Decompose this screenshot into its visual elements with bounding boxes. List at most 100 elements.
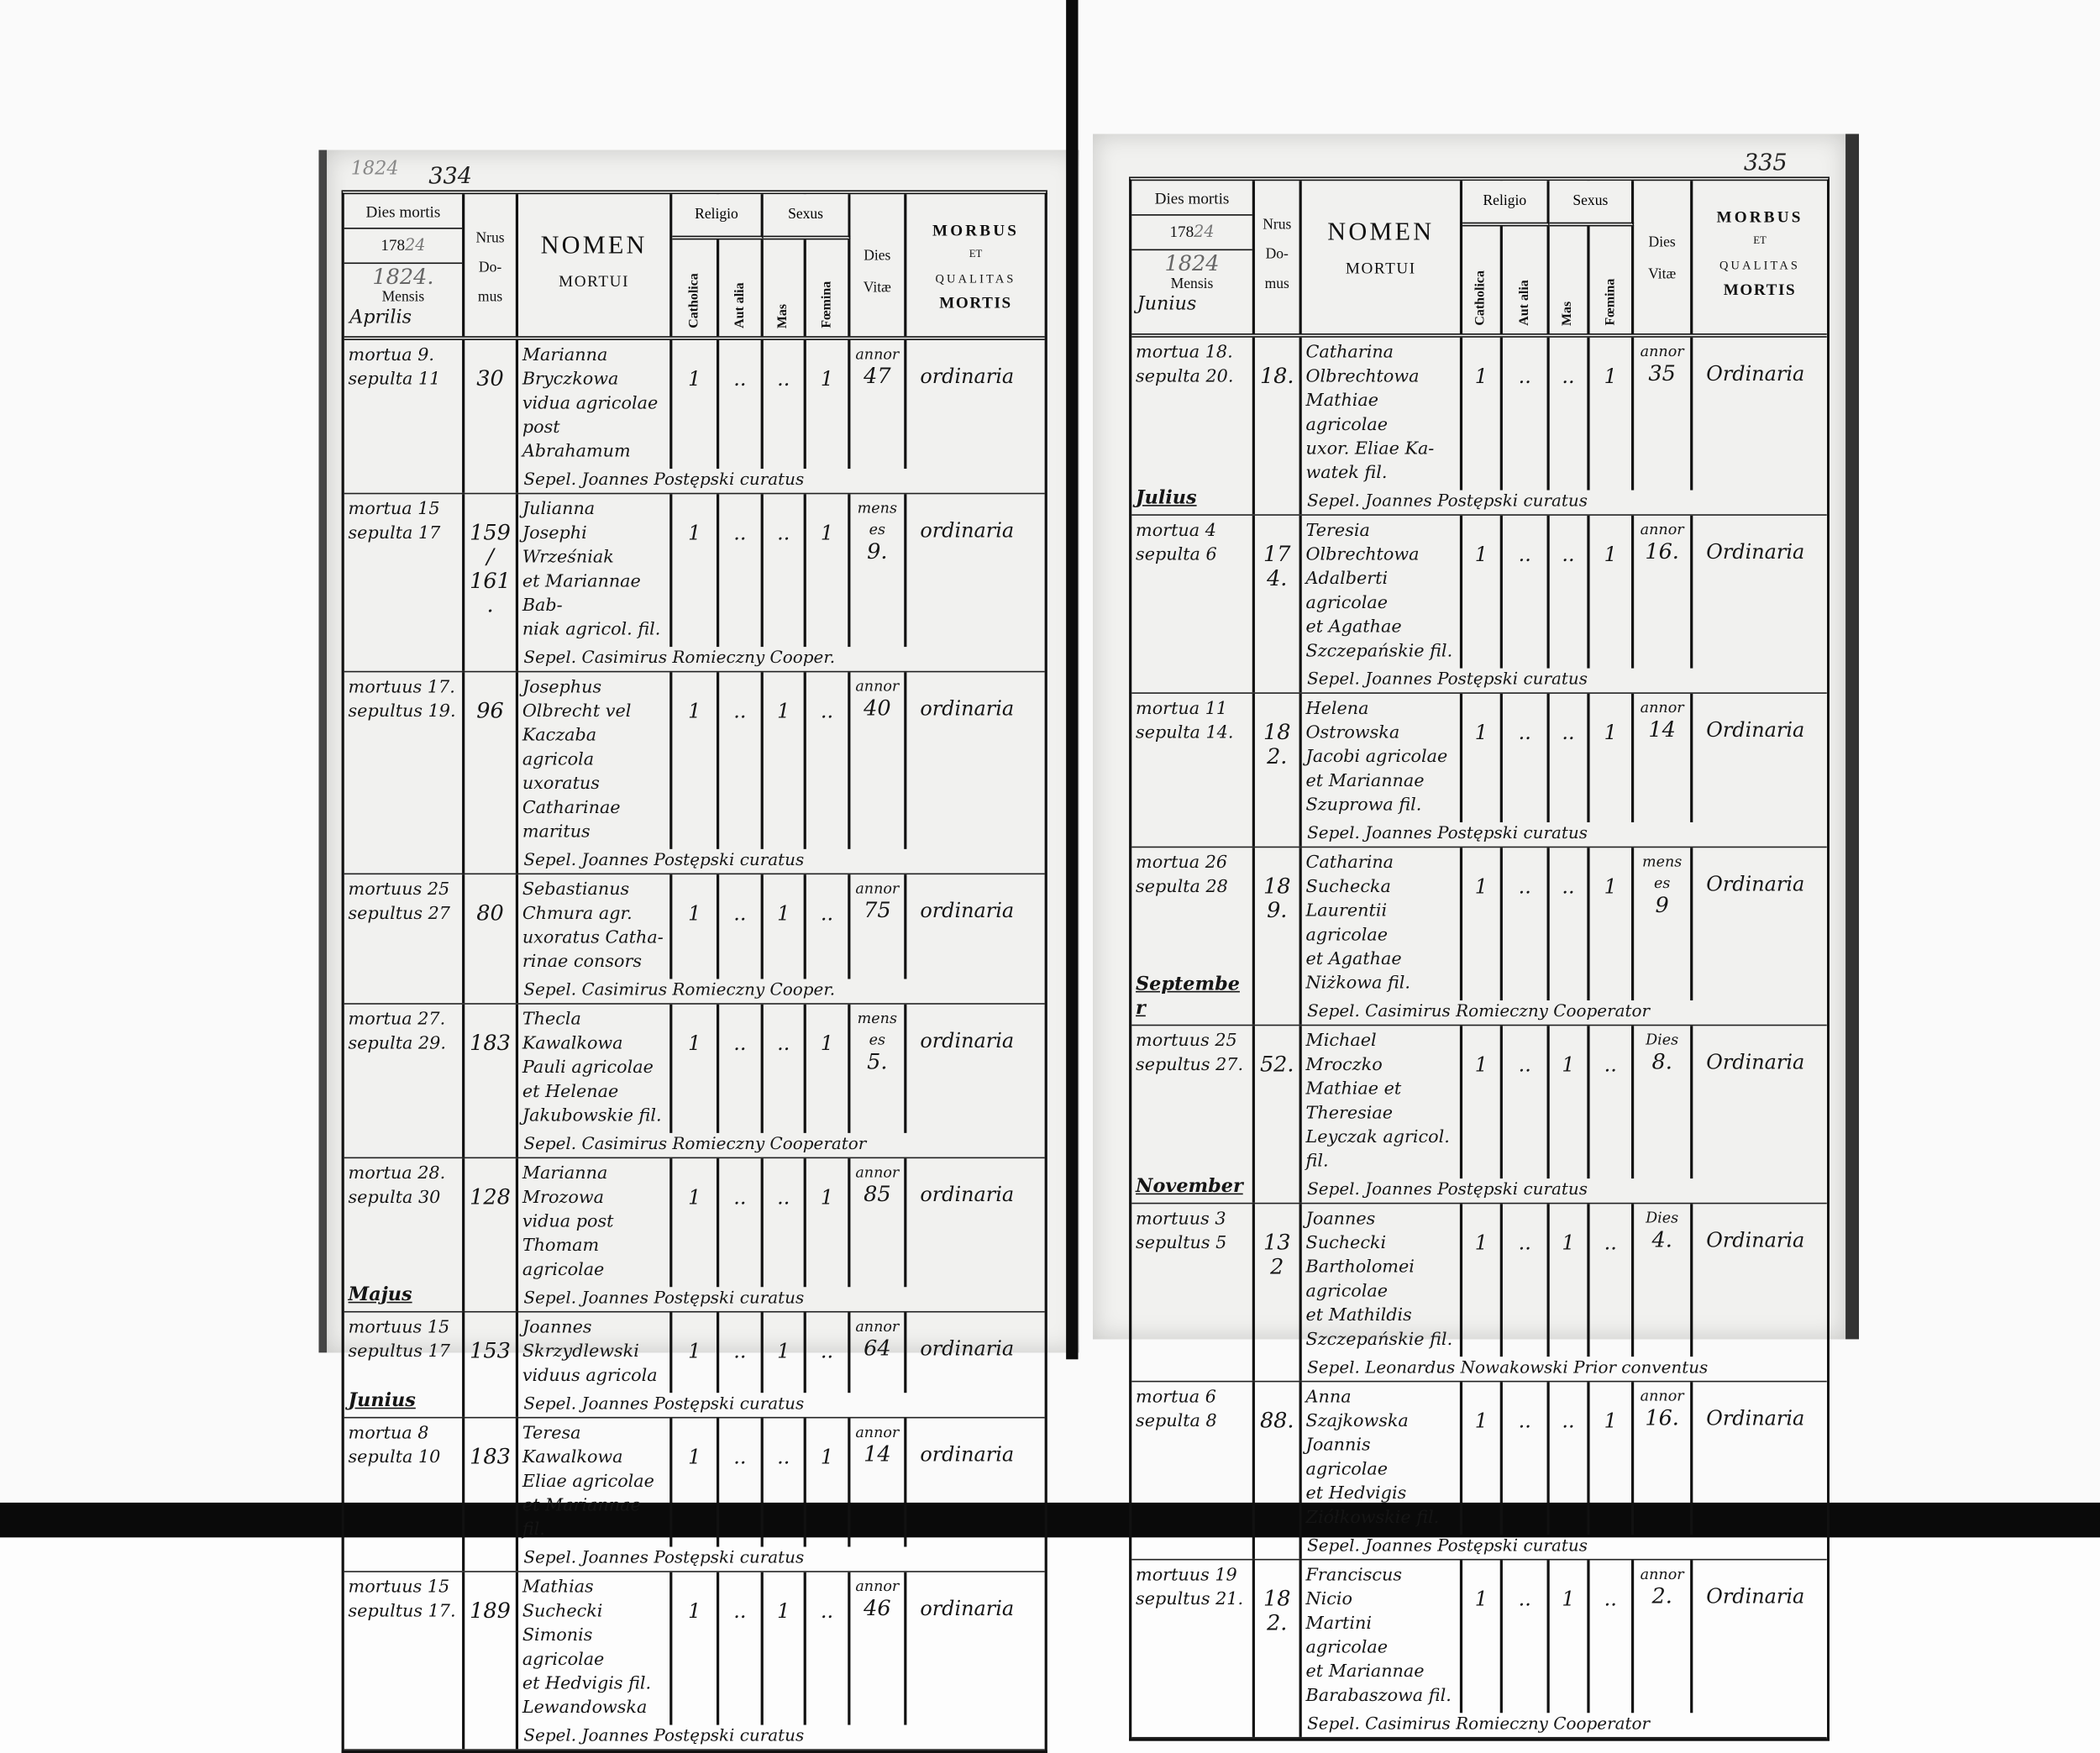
- header-dies-vitae: Dies Vitæ: [1634, 181, 1693, 334]
- date-line: sepulta 8: [1136, 1411, 1217, 1432]
- morbus-cell: Ordinaria: [1693, 848, 1826, 1000]
- foemina-mark: 1: [1604, 874, 1617, 899]
- date-line: mortua 11: [1136, 699, 1228, 720]
- register-table-right: Dies mortis 17824 1824 Mensis Junius Nrus Do-m…: [1129, 176, 1830, 1741]
- house-number-cell: 96: [465, 672, 519, 874]
- month-value: Junius: [1137, 293, 1197, 315]
- foemina-cell: ..: [1590, 1560, 1635, 1714]
- date-cell: mortua 18. sepulta 20. Julius: [1131, 337, 1255, 515]
- age-value: 14: [864, 1441, 891, 1467]
- morbus-value: ordinaria: [920, 1442, 1015, 1467]
- foemina-cell: ..: [1590, 1204, 1635, 1357]
- date-line: sepultus 17.: [348, 1601, 456, 1622]
- table-row: mortua 27. sepulta 29. 183 Thecla Kawalkowa P…: [344, 1004, 1045, 1159]
- nrus-label: Nrus: [475, 230, 505, 247]
- foemina-mark: 1: [1604, 720, 1617, 745]
- burial-signature: Sepel. Joannes Postępski curatus: [523, 1393, 805, 1414]
- age-cell: annor 14: [850, 1418, 907, 1547]
- name-line: et Agathae: [1305, 949, 1402, 970]
- foemina-mark: ..: [1604, 1587, 1617, 1612]
- date-line: mortua 8: [348, 1423, 429, 1444]
- year-suffix: 24: [405, 235, 426, 255]
- age-cell: annor 85: [850, 1158, 907, 1288]
- name-line: Barabaszowa fil.: [1305, 1686, 1452, 1707]
- house-number: 18.: [1259, 363, 1294, 389]
- catholica-label: Catholica: [1473, 270, 1488, 326]
- name-line: Szajkowska: [1305, 1411, 1409, 1432]
- foemina-mark: ..: [820, 699, 834, 723]
- age-unit: annor: [1640, 521, 1684, 538]
- age-value: 8.: [1651, 1048, 1672, 1074]
- age-unit: annor: [855, 1317, 900, 1336]
- name-line: Martini agricolae: [1305, 1614, 1389, 1658]
- book-spine: [1066, 0, 1079, 1360]
- morbus-cell: Ordinaria: [1693, 1026, 1826, 1178]
- table-header: Dies mortis 17824 1824 Mensis Junius Nrus Do-m…: [1131, 181, 1827, 338]
- foemina-mark: 1: [1604, 1409, 1617, 1434]
- date-cell: mortua 6 sepulta 8: [1131, 1382, 1255, 1559]
- name-line: Marianna: [522, 345, 608, 366]
- aut_alia-mark: ..: [733, 366, 747, 391]
- name-line: Suchecki: [522, 1601, 603, 1622]
- foemina-mark: ..: [1604, 1231, 1617, 1255]
- burial-signature: Sepel. Casimirus Romieczny Cooper.: [523, 647, 836, 668]
- catholica-cell: 1: [1462, 1382, 1503, 1535]
- name-line: agricola uxoratus: [522, 749, 600, 795]
- name-line: Jakubowskie fil.: [522, 1105, 662, 1126]
- header-morbus: MORBUS ET QUALITAS MORTIS: [1693, 181, 1826, 333]
- catholica-label: Catholica: [686, 273, 701, 328]
- catholica-cell: 1: [672, 1312, 720, 1393]
- nomen-label: NOMEN: [1327, 218, 1435, 247]
- dies-label: Dies: [1648, 234, 1676, 251]
- house-number: 174.: [1263, 541, 1291, 591]
- name-cell: Teresa Kawalkowa Eliae agricolae et Mariann…: [518, 1418, 673, 1547]
- aut-alia-cell: ..: [719, 1572, 764, 1725]
- aut_alia-mark: ..: [1518, 720, 1531, 745]
- age-value: 16.: [1645, 1404, 1679, 1430]
- name-line: Pauli agricolae: [522, 1058, 654, 1079]
- foemina-label: Fœmina: [1602, 278, 1618, 326]
- name-line: Sebastianus: [522, 879, 630, 900]
- domus-label-1: Do-: [1265, 246, 1289, 263]
- house-number-cell: 189.: [1255, 848, 1302, 1025]
- date-line: sepulta 6: [1136, 544, 1217, 565]
- age-value: 75: [864, 897, 891, 923]
- sexus-label: Sexus: [763, 194, 851, 240]
- name-line: et Mariannae: [1305, 771, 1425, 792]
- name-line: uxoratus Catha-: [522, 927, 664, 948]
- aut-alia-cell: ..: [719, 874, 764, 979]
- scan-border: [0, 1502, 2100, 1538]
- catholica-mark: 1: [688, 366, 701, 391]
- name-cell: Mathias Suchecki Simonis agricolae et Hedvi…: [518, 1572, 673, 1725]
- name-line: Olbrechtowa: [1305, 544, 1420, 565]
- month-heading: Majus: [348, 1284, 412, 1306]
- mas-cell: ..: [1550, 693, 1590, 822]
- name-line: niak agricol. fil.: [522, 620, 661, 641]
- name-cell: Helena Ostrowska Jacobi agricolae et Marian…: [1302, 693, 1463, 822]
- aut_alia-mark: ..: [733, 521, 747, 545]
- table-row: mortua 26 sepulta 28 September 189. Catharin…: [1131, 848, 1827, 1026]
- table-header: Dies mortis 17824 1824. Mensis Aprilis Nrus Do…: [344, 194, 1045, 340]
- date-line: sepultus 21.: [1136, 1589, 1244, 1610]
- morbus-cell: ordinaria: [906, 672, 1044, 848]
- name-cell: Catharina Olbrechtowa Mathiae agricolae uxo…: [1302, 337, 1463, 491]
- date-cell: mortuus 25 sepultus 27: [344, 874, 465, 1004]
- age-unit: annor: [1640, 1387, 1684, 1405]
- mas-mark: ..: [1562, 542, 1575, 567]
- morbus-cell: ordinaria: [906, 340, 1044, 469]
- catholica-cell: 1: [1462, 1026, 1503, 1179]
- mas-mark: ..: [1562, 1409, 1575, 1434]
- house-number: 52.: [1259, 1051, 1294, 1077]
- mortis-label: MORTIS: [939, 293, 1012, 312]
- age-value: 14: [1648, 716, 1676, 743]
- house-number: 189: [470, 1598, 511, 1624]
- date-cell: mortua 26 sepulta 28 September: [1131, 848, 1255, 1025]
- name-line: Mrozowa: [522, 1188, 604, 1209]
- age-cell: menses 9: [1634, 848, 1693, 1001]
- aut-alia-cell: ..: [719, 1418, 764, 1547]
- catholica-cell: 1: [672, 339, 720, 470]
- date-cell: mortua 28. sepulta 30 Majus: [344, 1158, 465, 1311]
- vitae-label: Vitæ: [1648, 266, 1677, 283]
- age-cell: Dies 8.: [1634, 1026, 1693, 1179]
